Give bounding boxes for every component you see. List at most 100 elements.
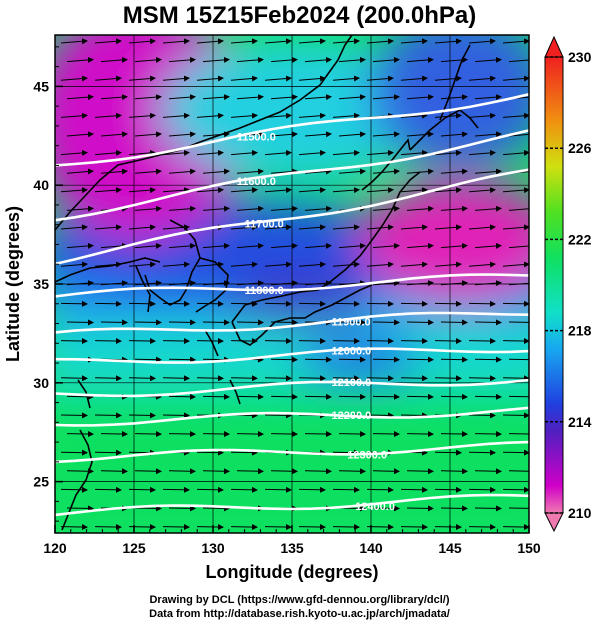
wind-arrow: [196, 38, 224, 45]
wind-arrow: [168, 356, 196, 363]
wind-arrow: [270, 168, 298, 175]
wind-arrow: [474, 205, 502, 212]
wind-arrow: [434, 486, 462, 493]
wind-arrow: [468, 486, 496, 493]
wind-arrow: [196, 300, 224, 307]
wind-arrow: [298, 524, 326, 531]
wind-arrow: [162, 338, 190, 345]
wind-arrow: [366, 75, 394, 82]
contour-line: [55, 168, 529, 266]
wind-arrow: [230, 38, 258, 45]
wind-arrow: [202, 393, 230, 400]
wind-arrow: [440, 56, 468, 63]
wind-arrow: [440, 242, 468, 249]
wind-arrow: [236, 319, 264, 326]
wind-arrow: [264, 486, 292, 493]
wind-arrow: [304, 56, 332, 63]
wind-arrow: [196, 524, 224, 531]
wind-arrow: [474, 168, 502, 175]
wind-arrow: [168, 319, 196, 326]
wind-arrow: [298, 187, 326, 194]
wind-arrow: [468, 38, 496, 45]
colorbar-tick-label: 230: [568, 49, 592, 65]
credit-drawing: Drawing by DCL (https://www.gfd-dennou.o…: [149, 594, 450, 606]
wind-arrow: [440, 131, 468, 138]
wind-arrow: [128, 375, 156, 382]
contour-label: 12400.0: [355, 501, 395, 513]
wind-arrow: [332, 449, 360, 456]
wind-arrow: [196, 112, 224, 119]
x-tick-label: 145: [438, 540, 462, 556]
wind-arrow: [128, 75, 156, 82]
wind-arrow: [366, 338, 394, 345]
wind-arrow: [304, 356, 332, 363]
wind-arrow: [338, 56, 366, 63]
colorbar-tick-label: 226: [568, 140, 592, 156]
wind-arrow: [94, 338, 122, 345]
wind-arrow: [332, 187, 360, 194]
wind-arrow: [94, 300, 122, 307]
wind-arrow: [332, 75, 360, 82]
wind-arrow: [502, 224, 529, 231]
wind-arrow: [60, 112, 88, 119]
wind-arrow: [298, 112, 326, 119]
wind-arrow: [196, 149, 224, 156]
wind-arrow: [332, 375, 360, 382]
colorbar-tick-label: 214: [568, 414, 592, 430]
wind-arrow: [508, 507, 529, 509]
wind-arrow: [196, 375, 224, 382]
wind-arrow: [468, 224, 496, 231]
wind-arrow: [270, 56, 298, 63]
wind-arrow: [440, 505, 468, 512]
wind-arrow: [60, 38, 88, 45]
wind-arrow: [338, 468, 366, 475]
wind-arrow: [162, 524, 190, 531]
wind-arrow: [264, 412, 292, 419]
wind-arrow: [66, 168, 94, 175]
wind-arrow: [400, 187, 428, 194]
wind-arrow: [366, 486, 394, 493]
wind-arrow: [502, 300, 529, 307]
wind-arrow: [230, 300, 258, 307]
wind-arrow: [372, 168, 400, 175]
wind-arrow: [134, 205, 162, 212]
contour-label: 12100.0: [332, 377, 372, 389]
wind-arrow: [332, 486, 360, 493]
wind-arrow: [372, 280, 400, 287]
credit-data: Data from http://database.rish.kyoto-u.a…: [149, 608, 450, 620]
wind-arrow: [468, 338, 496, 345]
wind-arrow: [66, 242, 94, 249]
wind-arrow: [94, 449, 122, 456]
wind-arrow: [304, 393, 332, 400]
wind-arrow: [162, 412, 190, 419]
wind-arrow: [304, 205, 332, 212]
wind-arrow: [202, 319, 230, 326]
wind-arrow: [508, 395, 529, 398]
wind-arrow: [264, 261, 292, 268]
wind-arrow: [332, 38, 360, 45]
wind-arrow: [202, 131, 230, 138]
wind-arrow: [162, 261, 190, 268]
wind-arrow: [406, 431, 434, 438]
wind-arrow: [468, 524, 496, 531]
wind-arrow: [372, 319, 400, 326]
wind-arrow: [162, 300, 190, 307]
wind-arrow: [236, 468, 264, 475]
wind-arrow: [468, 300, 496, 307]
wind-arrow: [474, 468, 502, 475]
wind-arrow: [474, 356, 502, 363]
wind-arrow: [304, 242, 332, 249]
wind-arrow: [134, 280, 162, 287]
wind-arrow: [66, 205, 94, 212]
wind-arrow: [162, 486, 190, 493]
wind-arrow: [338, 168, 366, 175]
wind-arrow: [440, 356, 468, 363]
wind-arrow: [202, 242, 230, 249]
wind-arrow: [100, 94, 128, 101]
contour-line: [55, 378, 529, 398]
wind-arrow: [298, 338, 326, 345]
wind-arrow: [468, 375, 496, 382]
wind-arrow: [298, 300, 326, 307]
y-tick-label: 45: [33, 78, 49, 94]
wind-arrow: [230, 375, 258, 382]
